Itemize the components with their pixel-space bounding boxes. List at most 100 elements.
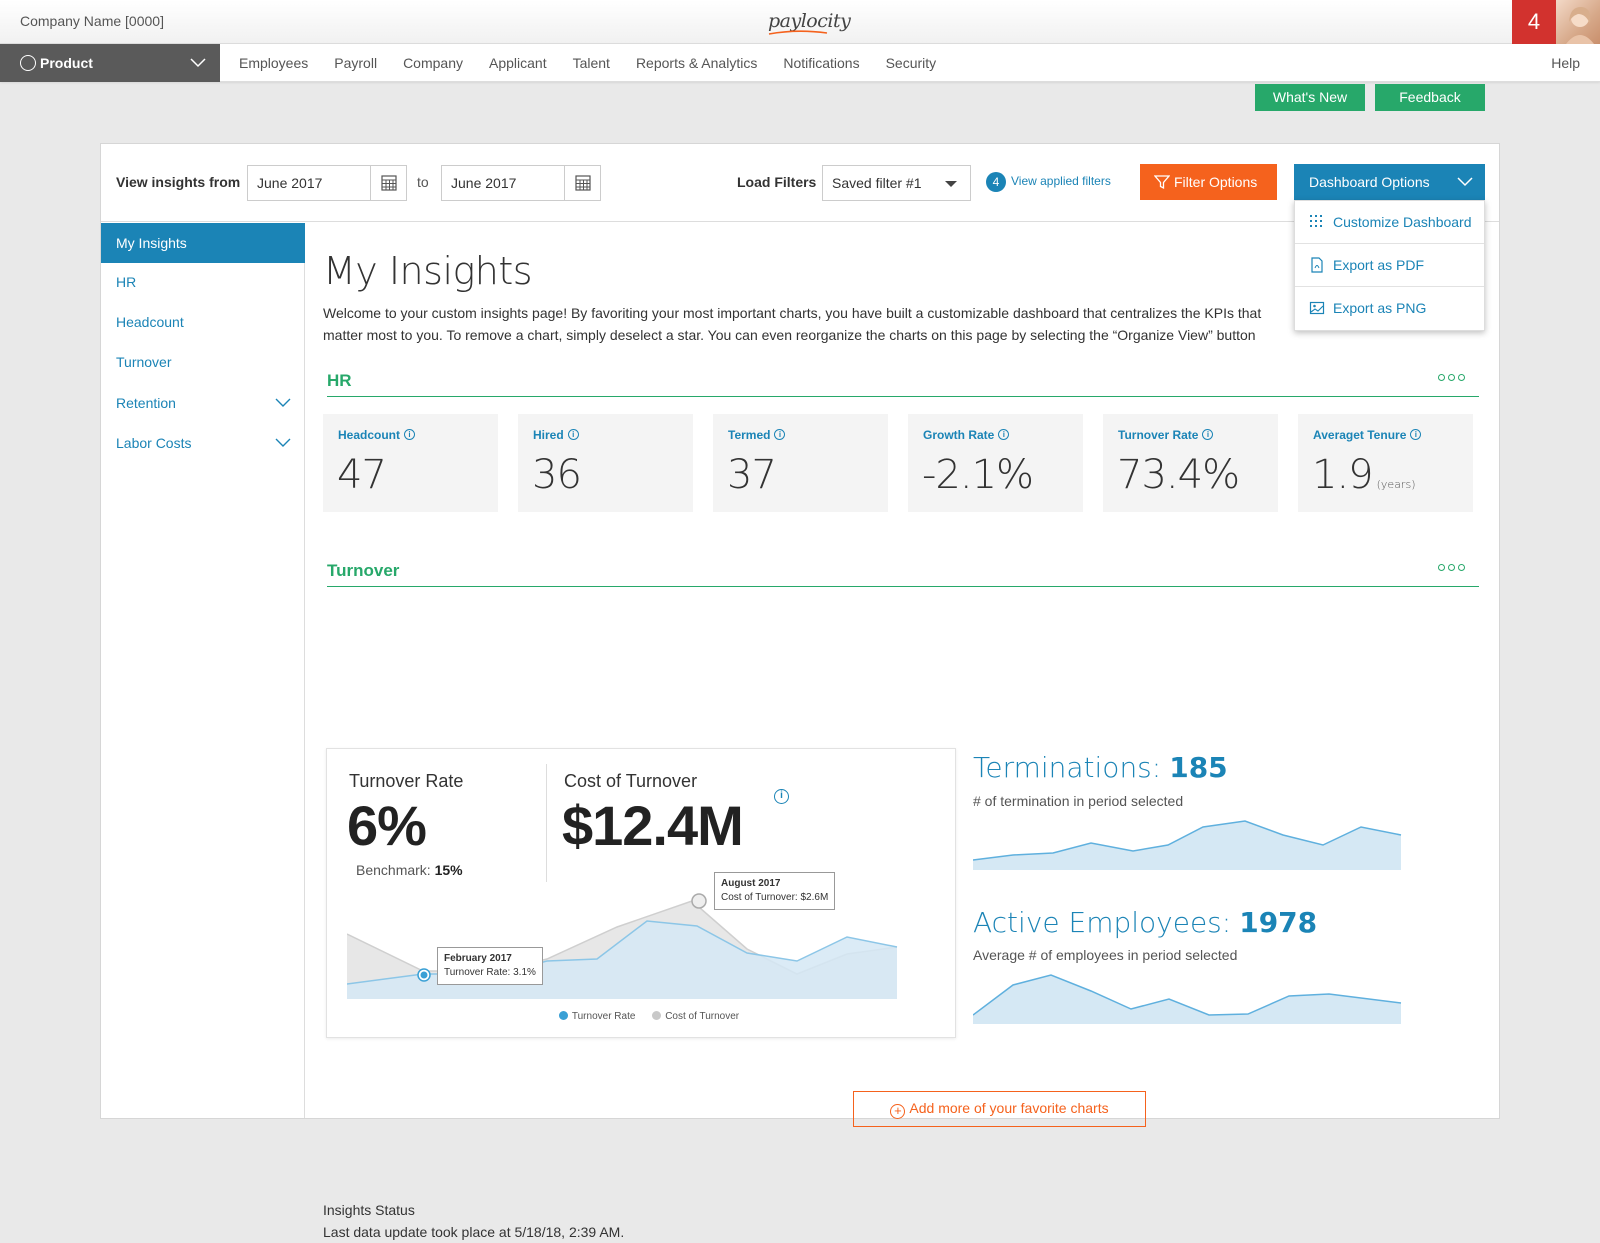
tooltip-title: August 2017 <box>721 878 781 889</box>
menu-item-customize-dashboard[interactable]: Customize Dashboard <box>1295 201 1484 244</box>
sidebar-item-turnover[interactable]: Turnover <box>101 342 305 382</box>
info-icon[interactable]: i <box>774 789 789 804</box>
kpi-growth-rate[interactable]: Growth Rate i -2.1% <box>908 414 1083 512</box>
kpi-value: 47 <box>337 452 387 498</box>
sidebar-item-headcount[interactable]: Headcount <box>101 302 305 342</box>
cost-highlight-point <box>691 893 707 909</box>
active-employees-label: Active Employees: <box>973 906 1232 939</box>
menu-item-label: Export as PNG <box>1333 300 1427 316</box>
rate-highlight-point-inner <box>420 971 428 979</box>
info-icon[interactable]: i <box>774 429 786 440</box>
info-icon[interactable]: i <box>404 429 416 440</box>
notification-count-badge[interactable]: 4 <box>1512 0 1556 44</box>
insights-status: Insights Status Last data update took pl… <box>323 1199 624 1243</box>
turnover-section-header: Turnover <box>327 561 1479 587</box>
sidebar-item-label: HR <box>116 274 137 290</box>
terminations-title: Terminations: 185 <box>973 751 1228 784</box>
kpi-value: 73.4% <box>1117 452 1240 498</box>
feedback-button[interactable]: Feedback <box>1375 84 1485 111</box>
hr-section-title: HR <box>327 371 352 390</box>
info-icon[interactable]: i <box>998 429 1010 440</box>
kpi-termed[interactable]: Termed i 37 <box>713 414 888 512</box>
funnel-icon <box>1154 175 1170 190</box>
kpi-value: -2.1% <box>922 452 1034 498</box>
hr-section-header: HR <box>327 371 1479 397</box>
insights-card: View insights from June 2017 to June 201… <box>100 143 1500 1240</box>
benchmark-label: Benchmark: <box>356 862 431 878</box>
dashboard-options-label: Dashboard Options <box>1309 174 1430 190</box>
rate-tooltip: February 2017 Turnover Rate: 3.1% <box>437 947 543 985</box>
active-employees-value: 1978 <box>1239 906 1318 939</box>
menu-item-export-pdf[interactable]: Export as PDF <box>1295 244 1484 287</box>
info-icon[interactable]: i <box>1202 429 1214 440</box>
product-label: Product <box>40 55 93 71</box>
kpi-turnover-rate[interactable]: Turnover Rate i 73.4% <box>1103 414 1278 512</box>
more-options-icon[interactable] <box>1438 374 1465 381</box>
calendar-icon[interactable] <box>370 166 406 200</box>
nav-item-payroll[interactable]: Payroll <box>334 55 378 71</box>
avatar[interactable] <box>1556 0 1600 44</box>
product-icon <box>20 55 36 71</box>
kpi-label: Hired <box>533 428 564 442</box>
tooltip-text: Cost of Turnover: $2.6M <box>721 892 829 903</box>
divider <box>546 764 547 882</box>
terminations-label: Terminations: <box>973 751 1162 784</box>
chart-legend: Turnover Rate Cost of Turnover <box>327 1011 957 1022</box>
filter-options-label: Filter Options <box>1174 174 1258 190</box>
nav-item-company[interactable]: Company <box>403 55 463 71</box>
to-label: to <box>417 174 429 190</box>
info-icon[interactable]: i <box>567 429 579 440</box>
help-link[interactable]: Help <box>1551 55 1580 71</box>
to-date-value: June 2017 <box>451 175 517 191</box>
chevron-down-icon[interactable] <box>275 438 291 448</box>
sidebar-item-label: Turnover <box>116 354 172 370</box>
cost-tooltip: August 2017 Cost of Turnover: $2.6M <box>714 872 836 910</box>
view-applied-filters-link[interactable]: View applied filters <box>1011 174 1111 188</box>
active-employees-title: Active Employees: 1978 <box>973 906 1317 939</box>
caret-down-icon <box>945 181 957 187</box>
nav-item-talent[interactable]: Talent <box>572 55 610 71</box>
info-icon[interactable]: i <box>1410 429 1422 440</box>
menu-item-label: Customize Dashboard <box>1333 214 1472 230</box>
cost-of-turnover-value: $12.4M <box>562 794 744 857</box>
kpi-hired[interactable]: Hired i 36 <box>518 414 693 512</box>
sidebar-item-hr[interactable]: HR <box>101 262 305 302</box>
chevron-down-icon[interactable] <box>275 398 291 408</box>
pdf-icon <box>1311 257 1323 273</box>
terminations-subtitle: # of termination in period selected <box>973 793 1184 809</box>
kpi-average-tenure[interactable]: Averaget Tenure i 1.9 (years) <box>1298 414 1473 512</box>
terminations-value: 185 <box>1169 751 1228 784</box>
sidebar-item-retention[interactable]: Retention <box>101 383 305 423</box>
nav-item-reports-analytics[interactable]: Reports & Analytics <box>635 55 758 71</box>
kpi-value: 1.9 <box>1312 452 1374 498</box>
paylocity-logo[interactable]: paylocity <box>768 10 851 32</box>
add-favorite-charts-label: Add more of your favorite charts <box>909 1100 1109 1116</box>
from-date-field[interactable]: June 2017 <box>247 165 407 201</box>
tooltip-text: Turnover Rate: 3.1% <box>444 967 536 978</box>
add-favorite-charts-button[interactable]: + Add more of your favorite charts <box>853 1091 1146 1127</box>
nav-item-applicant[interactable]: Applicant <box>488 55 547 71</box>
plus-circle-icon: + <box>890 1104 906 1119</box>
to-date-field[interactable]: June 2017 <box>441 165 601 201</box>
whats-new-button[interactable]: What's New <box>1255 84 1365 111</box>
sidebar-item-my-insights[interactable]: My Insights <box>101 223 305 263</box>
menu-item-export-png[interactable]: Export as PNG <box>1295 287 1484 330</box>
nav-item-employees[interactable]: Employees <box>239 55 309 71</box>
calendar-icon[interactable] <box>564 166 600 200</box>
nav-item-security[interactable]: Security <box>885 55 937 71</box>
kpi-headcount[interactable]: Headcount i 47 <box>323 414 498 512</box>
turnover-section-title: Turnover <box>327 561 400 580</box>
applied-filters-count: 4 <box>986 172 1006 192</box>
menu-item-label: Export as PDF <box>1333 257 1425 273</box>
company-name: Company Name [0000] <box>20 13 164 29</box>
nav-item-notifications[interactable]: Notifications <box>783 55 860 71</box>
more-options-icon[interactable] <box>1438 564 1465 571</box>
image-icon <box>1309 301 1325 315</box>
product-switcher[interactable]: Product <box>0 44 220 82</box>
status-text: Last data update took place at 5/18/18, … <box>323 1224 625 1240</box>
dashboard-options-button[interactable]: Dashboard Options <box>1294 164 1485 200</box>
filter-options-button[interactable]: Filter Options <box>1140 164 1277 200</box>
sidebar-item-labor-costs[interactable]: Labor Costs <box>101 423 305 463</box>
saved-filter-select[interactable]: Saved filter #1 <box>822 165 971 201</box>
kpi-label: Growth Rate <box>923 428 995 442</box>
